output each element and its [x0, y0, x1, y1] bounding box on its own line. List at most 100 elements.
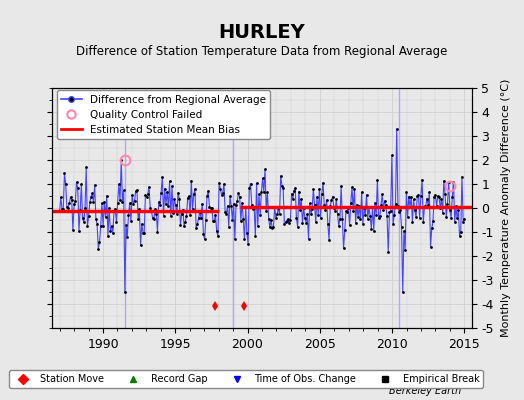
- Point: [413, 192, 421, 199]
- Point: [82, 164, 91, 170]
- Point: [183, 194, 192, 201]
- Point: [60, 170, 69, 177]
- Point: [364, 216, 372, 222]
- Point: [365, 204, 373, 210]
- Point: [362, 192, 370, 198]
- Point: [267, 217, 275, 223]
- Point: [193, 221, 202, 227]
- Point: [389, 220, 397, 227]
- Point: [379, 206, 388, 213]
- Point: [166, 178, 174, 184]
- Point: [442, 214, 451, 220]
- Point: [301, 214, 309, 221]
- Point: [446, 207, 454, 213]
- Point: [383, 213, 391, 219]
- Point: [94, 245, 103, 252]
- Point: [135, 206, 144, 212]
- Point: [91, 182, 99, 188]
- Point: [126, 200, 134, 206]
- Point: [378, 191, 386, 198]
- Point: [266, 224, 274, 231]
- Point: [190, 191, 198, 198]
- Point: [195, 208, 204, 215]
- Point: [215, 180, 223, 186]
- Point: [360, 205, 368, 211]
- Point: [104, 233, 112, 239]
- Point: [342, 208, 350, 214]
- Point: [73, 185, 82, 191]
- Point: [428, 225, 436, 232]
- Text: HURLEY: HURLEY: [219, 22, 305, 42]
- Point: [200, 236, 209, 242]
- Point: [263, 189, 271, 196]
- Point: [409, 196, 418, 202]
- Point: [278, 182, 286, 189]
- Point: [395, 209, 403, 216]
- Point: [423, 196, 431, 202]
- Point: [289, 196, 297, 202]
- Point: [377, 202, 385, 208]
- Point: [427, 244, 435, 250]
- Point: [406, 204, 414, 210]
- Point: [208, 205, 216, 211]
- Point: [249, 206, 257, 212]
- Point: [352, 219, 360, 226]
- Point: [63, 204, 71, 210]
- Point: [108, 230, 117, 236]
- Point: [121, 289, 129, 295]
- Point: [294, 188, 303, 195]
- Point: [181, 218, 190, 225]
- Point: [416, 214, 424, 221]
- Point: [180, 223, 188, 229]
- Point: [237, 217, 245, 224]
- Point: [262, 208, 270, 214]
- Point: [239, 216, 247, 222]
- Point: [115, 181, 123, 188]
- Point: [314, 212, 322, 218]
- Point: [305, 200, 314, 206]
- Point: [265, 216, 273, 222]
- Point: [225, 224, 233, 230]
- Point: [269, 224, 278, 230]
- Point: [284, 216, 292, 222]
- Point: [132, 188, 140, 194]
- Point: [241, 236, 249, 242]
- Point: [81, 205, 89, 212]
- Point: [302, 219, 310, 226]
- Point: [455, 232, 464, 239]
- Point: [244, 241, 252, 247]
- Point: [399, 289, 407, 295]
- Point: [417, 193, 425, 199]
- Point: [459, 218, 467, 225]
- Point: [282, 218, 291, 224]
- Point: [257, 189, 266, 195]
- Y-axis label: Monthly Temperature Anomaly Difference (°C): Monthly Temperature Anomaly Difference (…: [501, 79, 511, 337]
- Point: [357, 189, 366, 196]
- Point: [402, 189, 411, 195]
- Text: Berkeley Earth: Berkeley Earth: [389, 386, 461, 396]
- Point: [440, 178, 448, 184]
- Point: [460, 216, 468, 222]
- Point: [391, 200, 400, 207]
- Point: [85, 199, 94, 206]
- Point: [203, 193, 211, 199]
- Point: [430, 194, 439, 200]
- Point: [192, 225, 200, 231]
- Point: [111, 205, 119, 212]
- Point: [97, 200, 106, 206]
- Point: [127, 217, 135, 224]
- Point: [119, 187, 128, 194]
- Point: [454, 207, 463, 213]
- Point: [202, 217, 210, 223]
- Point: [198, 201, 206, 207]
- Point: [355, 203, 364, 209]
- Point: [96, 223, 105, 230]
- Point: [431, 192, 440, 198]
- Point: [246, 180, 255, 187]
- Point: [211, 212, 220, 218]
- Point: [375, 215, 383, 221]
- Point: [346, 200, 355, 206]
- Legend: Difference from Regional Average, Quality Control Failed, Estimated Station Mean: Difference from Regional Average, Qualit…: [57, 90, 270, 139]
- Point: [397, 224, 406, 230]
- Point: [213, 228, 221, 234]
